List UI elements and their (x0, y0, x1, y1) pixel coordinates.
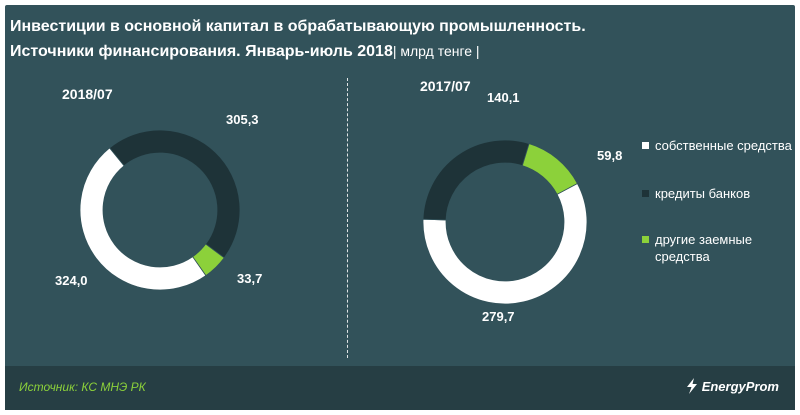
donut-slice-2018-own-funds (79, 147, 207, 291)
donut-slice-2017-bank-loans (422, 139, 530, 221)
footer-bar: Источник: КС МНЭ РК EnergyProm (5, 366, 795, 410)
donut-chart-2017: 2017/07 279,7 140,1 59,8 (420, 78, 622, 324)
chart-title-2018: 2018/07 (62, 86, 113, 102)
donut-slice-2018-other-borrowed (192, 243, 225, 277)
donut-chart-2018: 2018/07 324,0 305,3 33,7 (55, 86, 262, 291)
data-label-2018-bank-loans: 305,3 (226, 112, 259, 127)
chart-title: Инвестиции в основной капитал в обрабаты… (10, 18, 586, 36)
chart-divider (347, 78, 348, 358)
data-label-2018-own-funds: 324,0 (55, 273, 88, 288)
data-label-2018-other-borrowed: 33,7 (237, 271, 262, 286)
legend-item-bank-loans: кредиты банков (642, 185, 792, 202)
legend-swatch-bank-loans (642, 190, 649, 197)
legend-label-bank-loans: кредиты банков (655, 186, 751, 201)
legend-label-other-borrowed: другие заемные средства (655, 232, 753, 264)
donut-slice-2017-other-borrowed (521, 143, 578, 195)
title-line-1: Инвестиции в основной капитал в обрабаты… (10, 18, 586, 35)
data-label-2017-bank-loans: 140,1 (487, 90, 520, 105)
lightning-icon (686, 378, 697, 394)
unit-label: | млрд тенге | (392, 43, 480, 59)
donut-slice-2017-own-funds (422, 182, 588, 305)
chart-title-2017: 2017/07 (420, 78, 471, 94)
chart-panel (5, 5, 795, 410)
chart-subtitle: Источники финансирования. Январь-июль 20… (10, 43, 480, 61)
source-note: Источник: КС МНЭ РК (19, 380, 146, 394)
data-label-2017-own-funds: 279,7 (482, 309, 515, 324)
legend-swatch-own-funds (642, 142, 649, 149)
donut-slice-2018-bank-loans (109, 129, 241, 259)
logo-text: EnergyProm (701, 378, 779, 394)
legend-swatch-other-borrowed (642, 236, 649, 243)
legend-label-own-funds: собственные средства (655, 138, 792, 153)
legend-item-other-borrowed: другие заемные средства (642, 231, 792, 265)
brand-logo: EnergyProm (685, 378, 779, 394)
title-line-2: Источники финансирования. Январь-июль 20… (10, 43, 393, 60)
data-label-2017-other-borrowed: 59,8 (597, 148, 622, 163)
legend-item-own-funds: собственные средства (642, 137, 792, 154)
